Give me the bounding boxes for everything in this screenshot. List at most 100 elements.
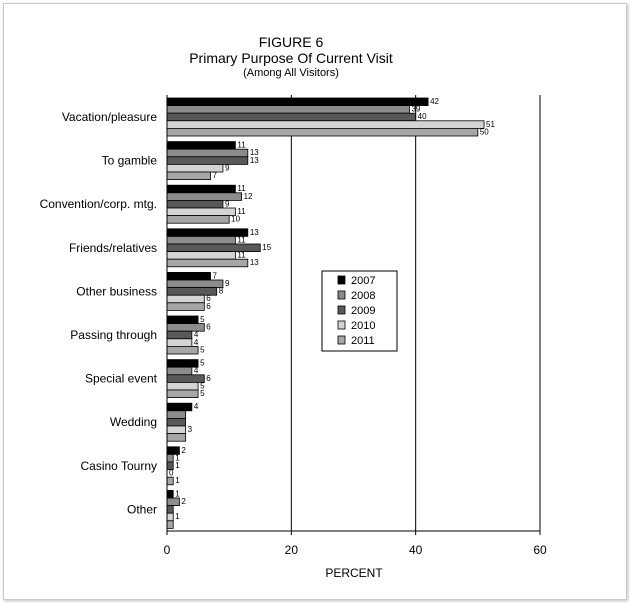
grid-lines <box>290 95 541 531</box>
bar <box>166 330 193 340</box>
x-tick-label: 20 <box>285 543 299 557</box>
data-label: 13 <box>250 148 259 157</box>
bar <box>166 489 174 499</box>
category-label: Other business <box>76 284 157 298</box>
data-label: 7 <box>213 171 218 180</box>
bar <box>166 374 205 383</box>
data-label: 5 <box>200 359 205 368</box>
data-label: 2 <box>181 497 186 506</box>
bar <box>166 271 211 281</box>
data-label: 39 <box>411 105 420 114</box>
x-tick-label: 60 <box>533 543 547 557</box>
bar <box>166 105 410 114</box>
legend-label: 2011 <box>351 335 375 347</box>
data-label: 51 <box>486 120 495 129</box>
x-axis-label: PERCENT <box>325 566 383 580</box>
data-label: 1 <box>175 476 180 485</box>
data-label: 9 <box>225 279 230 288</box>
bar <box>166 235 236 245</box>
bar <box>166 199 224 209</box>
legend-swatch <box>337 275 346 285</box>
bar <box>166 258 249 268</box>
bar <box>166 141 236 150</box>
legend-label: 2007 <box>351 275 375 287</box>
data-label: 13 <box>250 228 259 237</box>
bar <box>166 497 180 506</box>
x-tick-label: 40 <box>409 543 423 557</box>
legend-swatch <box>337 305 346 315</box>
data-label: 4 <box>194 338 199 347</box>
bar <box>166 402 193 412</box>
bar <box>166 184 236 194</box>
bar <box>166 251 236 260</box>
data-labels: 4239405150111313971112911101311151113798… <box>169 97 495 521</box>
bar <box>166 192 242 201</box>
bar <box>166 302 205 311</box>
data-label: 6 <box>206 323 211 332</box>
data-label: 10 <box>231 215 240 224</box>
bar <box>166 505 174 514</box>
data-label: 1 <box>175 461 180 470</box>
data-label: 7 <box>213 271 218 280</box>
data-label: 1 <box>175 489 180 498</box>
bar <box>166 512 174 522</box>
bar <box>166 345 199 355</box>
legend-swatch <box>337 320 346 330</box>
data-label: 6 <box>206 374 211 383</box>
x-axis: 0 20 40 60 <box>164 95 547 557</box>
category-label: Friends/relatives <box>69 241 157 255</box>
bar <box>166 215 230 224</box>
bar <box>166 520 174 529</box>
chart-title: FIGURE 6 <box>258 34 324 50</box>
category-label: Other <box>127 502 157 516</box>
legend-label: 2010 <box>351 320 375 332</box>
bar <box>166 381 199 391</box>
data-label: 6 <box>206 302 211 311</box>
data-label: 8 <box>219 287 224 296</box>
data-label: 5 <box>200 381 205 390</box>
data-label: 5 <box>200 389 205 398</box>
bar <box>166 97 429 106</box>
data-label: 15 <box>262 243 271 252</box>
bar <box>166 171 211 180</box>
bar <box>166 453 174 463</box>
data-label: 50 <box>480 127 489 136</box>
bar <box>166 417 187 427</box>
data-label: 1 <box>175 512 180 521</box>
category-label: To gamble <box>102 154 158 168</box>
data-label: 40 <box>418 112 427 121</box>
legend-swatch <box>337 290 346 300</box>
legend-swatch <box>337 335 346 345</box>
data-label: 13 <box>250 258 259 267</box>
bar <box>166 476 174 486</box>
data-label: 11 <box>237 235 246 244</box>
data-label: 4 <box>194 330 199 339</box>
bar <box>166 127 479 137</box>
bar <box>166 279 224 288</box>
data-label: 1 <box>175 453 180 462</box>
bar <box>166 366 193 376</box>
data-label: 11 <box>237 141 246 150</box>
category-label: Wedding <box>110 415 157 429</box>
bar <box>166 425 187 434</box>
bar <box>166 148 249 158</box>
bar <box>166 243 261 252</box>
bar <box>166 112 417 122</box>
data-label: 0 <box>169 469 174 478</box>
bar <box>166 207 236 216</box>
bar <box>166 294 205 304</box>
data-label: 9 <box>225 163 230 172</box>
bar <box>166 323 205 332</box>
data-label: 3 <box>188 425 193 434</box>
data-label: 9 <box>225 199 230 208</box>
data-label: 11 <box>237 207 246 216</box>
bar <box>166 389 199 398</box>
data-label: 13 <box>250 156 259 165</box>
chart-subtitle-secondary: (Among All Visitors) <box>243 67 339 79</box>
data-label: 4 <box>194 366 199 375</box>
category-label: Special event <box>85 372 158 386</box>
bar <box>166 228 249 237</box>
legend-label: 2008 <box>351 290 375 302</box>
bar <box>166 156 249 165</box>
